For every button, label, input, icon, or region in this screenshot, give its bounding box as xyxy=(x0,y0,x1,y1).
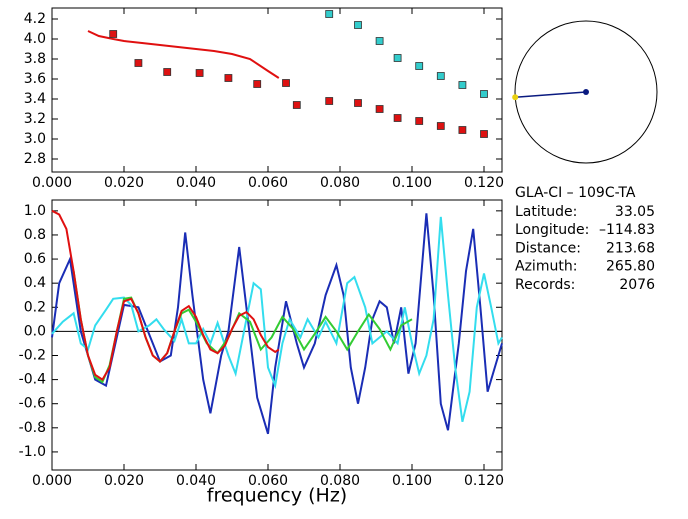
marker xyxy=(393,114,402,122)
x-tick-label: 0.020 xyxy=(104,473,144,489)
x-tick-label: 0.120 xyxy=(464,473,504,489)
info-value: –114.83 xyxy=(599,222,655,238)
series-line xyxy=(87,30,280,79)
marker xyxy=(415,117,424,125)
y-tick-label: 2.8 xyxy=(24,151,46,167)
y-tick-label: -0.2 xyxy=(19,347,46,363)
marker xyxy=(325,10,334,18)
marker xyxy=(375,105,384,113)
x-tick-label: 0.000 xyxy=(32,473,72,489)
plot-frame xyxy=(51,199,503,471)
x-tick-label: 0.040 xyxy=(176,473,216,489)
info-label: Latitude: xyxy=(515,204,577,220)
y-tick-label: 0.6 xyxy=(24,251,46,267)
marker xyxy=(436,72,445,80)
marker xyxy=(109,30,118,38)
x-tick-label: 0.120 xyxy=(464,175,504,191)
x-tick-label: 0.100 xyxy=(392,473,432,489)
azimuth-line xyxy=(515,91,587,98)
info-rows: Latitude: 33.05 Longitude: –114.83 Distance:… xyxy=(515,204,655,293)
y-tick-label: 3.2 xyxy=(24,111,46,127)
marker xyxy=(375,37,384,45)
info-label: Records: xyxy=(515,277,575,293)
marker xyxy=(134,59,143,67)
x-tick-label: 0.100 xyxy=(392,175,432,191)
x-tick-label: 0.000 xyxy=(32,175,72,191)
x-tick-label: 0.080 xyxy=(320,175,360,191)
x-tick-label: 0.080 xyxy=(320,473,360,489)
x-tick-label: 0.040 xyxy=(176,175,216,191)
marker xyxy=(480,90,488,98)
y-tick-label: 3.0 xyxy=(24,131,46,147)
info-value: 2076 xyxy=(619,277,655,293)
x-tick-label: 0.060 xyxy=(248,175,288,191)
station-pair: GLA-CI – 109C-TA xyxy=(515,185,636,201)
y-tick-label: 1.0 xyxy=(24,203,46,219)
info-value: 265.80 xyxy=(606,259,655,275)
marker xyxy=(415,62,424,70)
plot-frame xyxy=(51,7,503,173)
info-label: Longitude: xyxy=(515,222,589,238)
y-tick-label: -0.4 xyxy=(19,372,46,388)
y-tick-label: 3.4 xyxy=(24,91,46,107)
series-line xyxy=(72,270,413,384)
marker xyxy=(325,97,334,105)
y-tick-label: 0.8 xyxy=(24,227,46,243)
y-tick-label: 0.0 xyxy=(24,323,46,339)
info-value: 213.68 xyxy=(606,240,655,256)
info-label: Azimuth: xyxy=(515,259,577,275)
series-line xyxy=(51,209,280,382)
station-dot xyxy=(512,94,519,101)
marker xyxy=(163,68,172,76)
marker xyxy=(436,122,445,130)
info-label: Distance: xyxy=(515,240,581,256)
marker xyxy=(253,80,262,88)
y-tick-label: 4.2 xyxy=(24,11,46,27)
y-tick-label: -0.6 xyxy=(19,396,46,412)
y-tick-label: -1.0 xyxy=(19,444,46,460)
marker xyxy=(282,79,290,87)
marker xyxy=(195,69,204,77)
y-tick-label: 0.2 xyxy=(24,299,46,315)
x-axis-label: frequency (Hz) xyxy=(207,485,347,507)
marker xyxy=(354,21,362,29)
y-tick-label: 3.6 xyxy=(24,71,46,87)
azimuth-indicator xyxy=(512,89,589,101)
x-tick-label: 0.020 xyxy=(104,175,144,191)
marker xyxy=(224,74,233,82)
marker xyxy=(292,101,301,109)
marker xyxy=(354,99,362,107)
marker xyxy=(393,54,402,62)
y-tick-label: 3.8 xyxy=(24,51,46,67)
info-value: 33.05 xyxy=(615,204,655,220)
marker xyxy=(458,126,467,134)
series-line xyxy=(51,216,503,423)
x-tick-label: 0.060 xyxy=(248,473,288,489)
y-tick-label: 4.0 xyxy=(24,31,46,47)
y-tick-label: 0.4 xyxy=(24,275,46,291)
marker xyxy=(458,81,467,89)
center-dot xyxy=(583,89,589,95)
azimuth-circle xyxy=(514,20,658,164)
y-tick-label: -0.8 xyxy=(19,420,46,436)
marker xyxy=(480,130,488,138)
